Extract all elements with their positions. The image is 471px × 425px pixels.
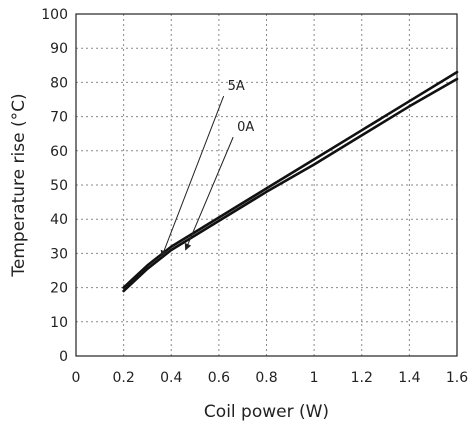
x-tick-label: 0.6 bbox=[208, 370, 230, 386]
x-axis-ticks: 0 0.2 0.4 0.6 0.8 1 1.2 1.4 1.6 bbox=[72, 370, 469, 386]
y-axis-title: Temperature rise (°C) bbox=[9, 93, 29, 277]
x-tick-label: 1 bbox=[310, 370, 319, 386]
x-tick-label: 1.2 bbox=[351, 370, 373, 386]
series-line-0a bbox=[122, 77, 459, 293]
series-lines bbox=[122, 70, 459, 293]
x-tick-label: 0 bbox=[72, 370, 81, 386]
y-tick-label: 100 bbox=[41, 7, 68, 23]
y-tick-label: 30 bbox=[50, 246, 68, 262]
annotations: 5A 0A bbox=[160, 79, 254, 258]
y-tick-label: 60 bbox=[50, 144, 68, 160]
x-axis-title: Coil power (W) bbox=[204, 402, 329, 422]
x-tick-label: 1.4 bbox=[398, 370, 420, 386]
annotation-arrow-5a bbox=[160, 95, 225, 258]
x-tick-label: 1.6 bbox=[446, 370, 468, 386]
grid-lines bbox=[76, 14, 457, 356]
annotation-label-5a: 5A bbox=[228, 79, 245, 94]
x-tick-label: 0.4 bbox=[160, 370, 182, 386]
plot-area-frame bbox=[75, 13, 458, 357]
y-tick-label: 20 bbox=[50, 281, 68, 297]
y-tick-label: 10 bbox=[50, 315, 68, 331]
annotation-label-0a: 0A bbox=[237, 120, 254, 135]
y-tick-label: 70 bbox=[50, 110, 68, 126]
y-tick-label: 90 bbox=[50, 41, 68, 57]
y-tick-label: 80 bbox=[50, 75, 68, 91]
y-tick-label: 50 bbox=[50, 178, 68, 194]
x-tick-label: 0.8 bbox=[255, 370, 277, 386]
y-axis-ticks: 0 10 20 30 40 50 60 70 80 90 100 bbox=[41, 7, 68, 365]
annotation-arrow-0a bbox=[184, 136, 234, 251]
y-tick-label: 0 bbox=[59, 349, 68, 365]
series-line-5a bbox=[122, 70, 459, 289]
x-tick-label: 0.2 bbox=[112, 370, 134, 386]
y-tick-label: 40 bbox=[50, 212, 68, 228]
